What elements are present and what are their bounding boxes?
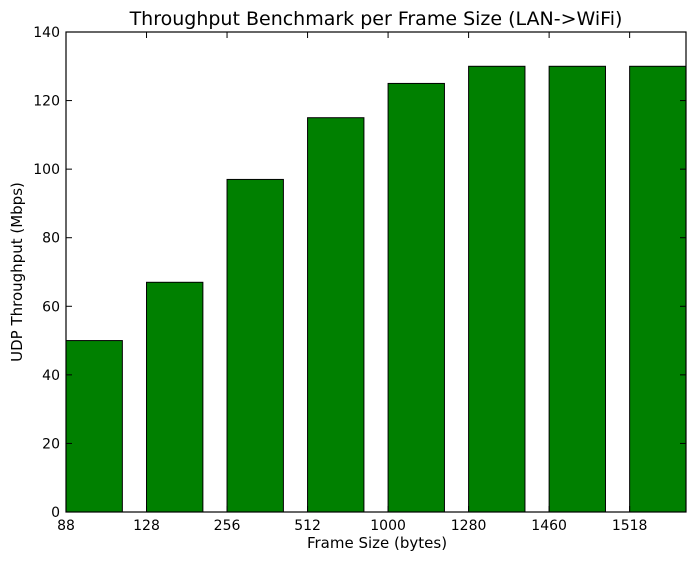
y-tick-label: 20 xyxy=(42,436,60,452)
x-tick-label: 512 xyxy=(294,518,321,534)
bar-1280 xyxy=(468,65,526,513)
x-tick-label: 1518 xyxy=(612,518,648,534)
y-tick-label: 140 xyxy=(33,25,60,41)
x-axis-label: Frame Size (bytes) xyxy=(307,534,447,552)
bar-128 xyxy=(146,281,204,513)
ticks-group: 0 20 40 60 80 100 120 140 88 128 256 512 1000 1280 146… xyxy=(33,25,686,534)
y-tick-label: 100 xyxy=(33,162,60,178)
x-tick-label: 128 xyxy=(133,518,160,534)
x-tick-label: 1000 xyxy=(370,518,406,534)
y-axis-label: UDP Throughput (Mbps) xyxy=(8,182,26,362)
bar-88 xyxy=(65,340,123,513)
bar-1000 xyxy=(387,82,445,513)
x-tick-label: 88 xyxy=(57,518,75,534)
chart-title: Throughput Benchmark per Frame Size (LAN… xyxy=(129,8,623,30)
bar-1518 xyxy=(629,65,687,513)
bar-512 xyxy=(307,117,365,513)
x-tick-label: 256 xyxy=(214,518,241,534)
y-tick-label: 40 xyxy=(42,368,60,384)
x-tick-label: 1280 xyxy=(451,518,487,534)
bar-1460 xyxy=(548,65,606,513)
bar-256 xyxy=(226,178,284,513)
plot-frame xyxy=(65,31,687,513)
y-tick-label: 120 xyxy=(33,94,60,110)
x-tick-label: 1460 xyxy=(531,518,567,534)
y-tick-label: 60 xyxy=(42,299,60,315)
y-tick-label: 0 xyxy=(51,505,60,521)
y-tick-label: 80 xyxy=(42,231,60,247)
bars-group xyxy=(65,65,687,513)
